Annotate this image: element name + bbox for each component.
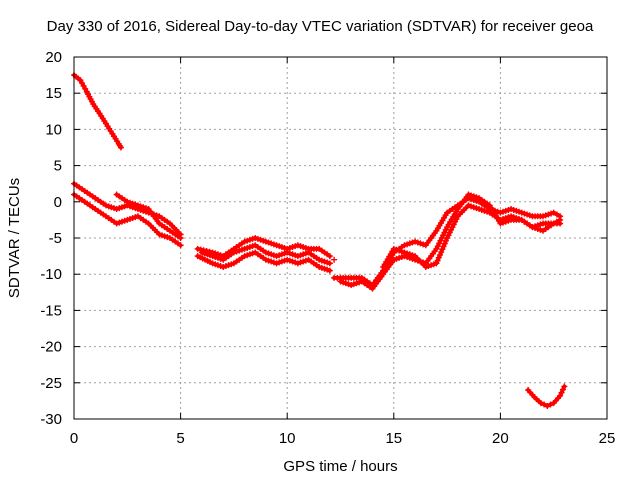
tick-labels: 0 5 10 15 20 25 20 15 10 5 0 -5 -10 -15 -20 -25 -30 — [40, 49, 615, 447]
data-point — [547, 401, 554, 408]
data-point — [194, 245, 201, 252]
data-point — [550, 209, 557, 216]
y-tick-label: -25 — [40, 375, 62, 392]
series-arc-dip-c — [380, 202, 564, 270]
series-arc-mid-c — [198, 242, 333, 267]
y-tick-label: 15 — [45, 85, 62, 102]
data-point — [436, 251, 443, 258]
series-arc-main-c — [113, 191, 184, 241]
series-arc-main-b — [71, 191, 184, 249]
data-point — [559, 386, 566, 393]
data-point — [177, 242, 184, 249]
series-line — [114, 192, 183, 240]
data-point — [177, 235, 184, 241]
data-point — [433, 260, 440, 267]
x-tick-label: 25 — [599, 430, 616, 447]
x-tick-label: 20 — [492, 430, 509, 447]
series-layer — [71, 72, 568, 409]
data-point — [326, 267, 333, 274]
y-tick-label: 5 — [54, 158, 62, 175]
data-point — [541, 401, 548, 408]
data-point — [557, 392, 564, 399]
series-arc-mid-b — [194, 249, 333, 274]
series-isolated — [331, 256, 338, 263]
x-tick-label: 10 — [279, 430, 296, 447]
y-tick-label: 0 — [54, 194, 62, 211]
data-point — [561, 383, 568, 390]
x-tick-label: 5 — [176, 430, 184, 447]
data-point — [537, 400, 544, 407]
data-point — [557, 216, 564, 223]
x-axis-label: GPS time / hours — [283, 458, 397, 475]
y-tick-label: 20 — [45, 49, 62, 66]
series-arc-dip-b — [337, 191, 564, 292]
data-point — [438, 249, 445, 256]
data-point — [117, 144, 124, 151]
data-point — [439, 246, 446, 253]
data-point — [544, 402, 551, 409]
y-tick-label: 10 — [45, 121, 62, 138]
data-point — [434, 257, 441, 264]
grid — [74, 57, 607, 419]
data-point — [435, 254, 442, 261]
data-point — [553, 218, 560, 225]
data-point — [442, 237, 449, 244]
x-tick-label: 0 — [70, 430, 78, 447]
chart-title: Day 330 of 2016, Sidereal Day-to-day VTE… — [46, 18, 594, 35]
data-point — [326, 260, 333, 267]
y-tick-label: -30 — [40, 411, 62, 428]
data-point — [441, 240, 448, 247]
ticks — [73, 56, 608, 420]
y-tick-label: -10 — [40, 266, 62, 283]
data-point — [440, 243, 447, 250]
y-axis-label: SDTVAR / TECUs — [6, 178, 23, 298]
data-point — [550, 220, 557, 227]
y-tick-label: -15 — [40, 302, 62, 319]
data-point — [331, 256, 338, 263]
data-point — [558, 389, 565, 396]
data-point — [553, 211, 560, 218]
y-tick-label: -20 — [40, 339, 62, 356]
series-arc-high — [71, 72, 124, 151]
x-tick-label: 15 — [385, 430, 402, 447]
series-arc-low — [525, 383, 568, 409]
data-point — [326, 253, 333, 260]
y-tick-label: -5 — [49, 230, 62, 247]
